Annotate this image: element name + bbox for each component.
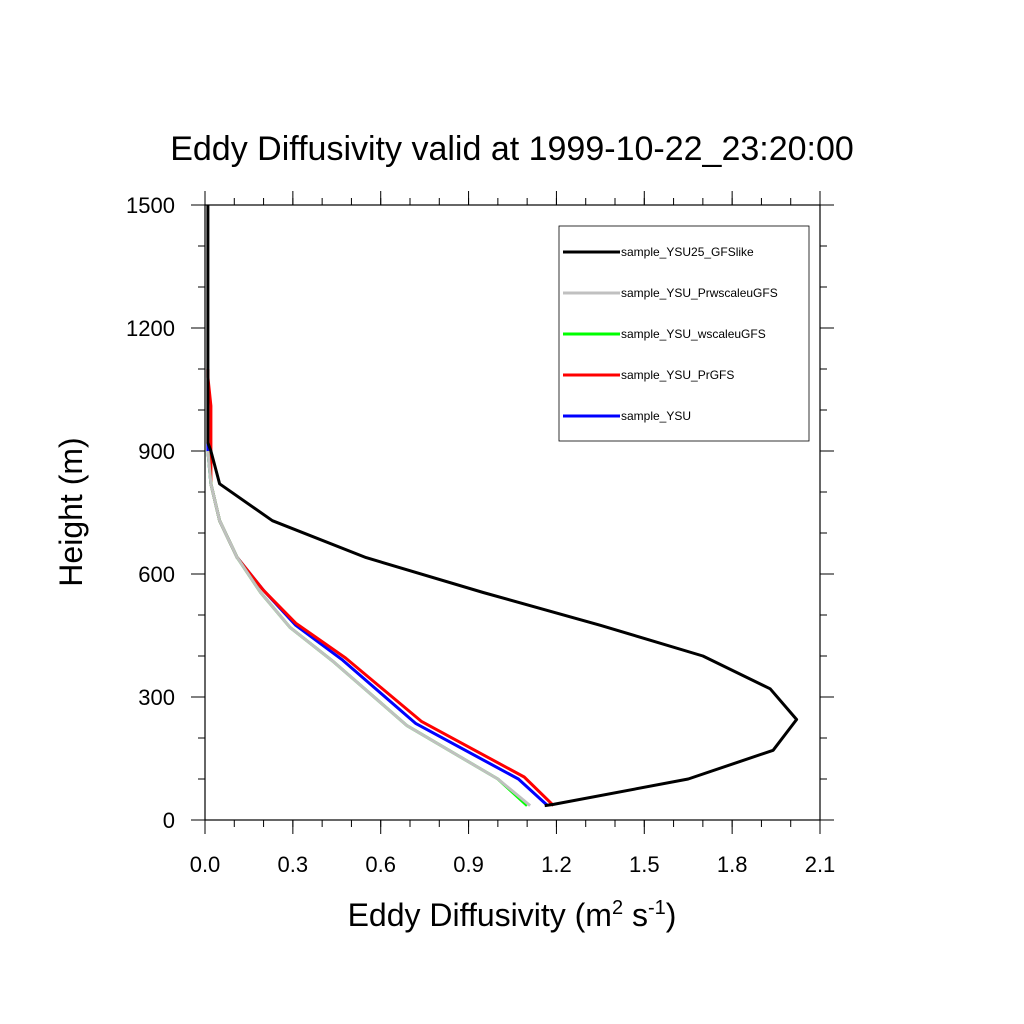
y-tick-label: 900 <box>138 439 175 464</box>
series-layer <box>206 205 799 808</box>
x-tick-label: 0.0 <box>190 852 221 877</box>
x-tick-label: 0.3 <box>278 852 309 877</box>
x-axis-label-base: Eddy Diffusivity (m <box>348 897 612 933</box>
legend-label-sample-ysu25-gfslike: sample_YSU25_GFSlike <box>621 245 754 259</box>
legend-label-sample-ysu-wscaleugfs: sample_YSU_wscaleuGFS <box>621 327 766 341</box>
x-tick-label: 1.8 <box>717 852 748 877</box>
legend: sample_YSU25_GFSlike sample_YSU_Prwscaleu… <box>558 225 810 442</box>
y-tick-label: 300 <box>138 685 175 710</box>
x-axis-label-sup1: 2 <box>612 897 623 919</box>
x-tick-label: 1.2 <box>541 852 572 877</box>
y-axis-label: Height (m) <box>53 437 89 586</box>
x-tick-label: 1.5 <box>629 852 660 877</box>
chart-title: Eddy Diffusivity valid at 1999-10-22_23:… <box>170 130 854 168</box>
x-tick-labels: 0.0 0.3 0.6 0.9 1.2 1.5 1.8 2.1 <box>190 852 836 877</box>
series-line-sample-ysu-prwscaleugfs <box>206 450 532 807</box>
y-tick-label: 1500 <box>126 193 175 218</box>
y-tick-labels: 0 300 600 900 1200 1500 <box>126 193 175 833</box>
y-tick-label: 1200 <box>126 316 175 341</box>
axis-ticks <box>191 191 834 834</box>
x-axis-label: Eddy Diffusivity (m2 s-1) <box>348 897 677 933</box>
x-tick-label: 0.9 <box>453 852 484 877</box>
y-tick-label: 0 <box>163 808 175 833</box>
x-axis-label-sup2: -1 <box>648 897 666 919</box>
y-tick-label: 600 <box>138 562 175 587</box>
legend-label-sample-ysu-prwscaleugfs: sample_YSU_PrwscaleuGFS <box>621 286 778 300</box>
x-tick-label: 0.6 <box>365 852 396 877</box>
legend-label-sample-ysu-prgfs: sample_YSU_PrGFS <box>621 368 734 382</box>
plot-frame <box>204 204 821 821</box>
x-axis-label-end: ) <box>666 897 677 933</box>
series-line-sample-ysu-prgfs <box>206 369 555 807</box>
series-line-sample-ysu <box>206 442 549 807</box>
x-axis-label-mid: s <box>623 897 648 933</box>
series-line-sample-ysu25-gfslike <box>206 205 799 808</box>
legend-label-sample-ysu: sample_YSU <box>621 409 691 423</box>
x-tick-label: 2.1 <box>805 852 836 877</box>
